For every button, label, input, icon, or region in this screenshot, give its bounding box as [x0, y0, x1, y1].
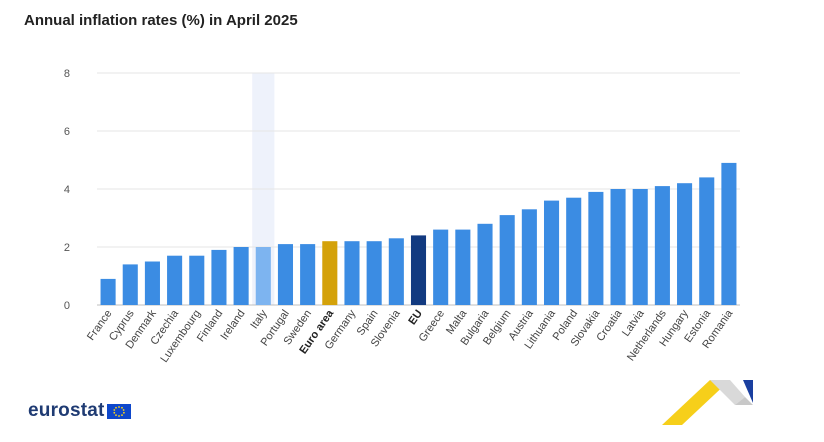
- bar[interactable]: [122, 264, 138, 305]
- bar[interactable]: [322, 241, 338, 305]
- y-tick-label: 6: [64, 126, 70, 138]
- y-tick-label: 0: [64, 300, 70, 312]
- y-tick-label: 2: [64, 242, 70, 254]
- bar[interactable]: [100, 278, 116, 305]
- bar[interactable]: [277, 244, 294, 305]
- y-tick-label: 8: [64, 68, 70, 80]
- bar[interactable]: [588, 191, 604, 305]
- bar[interactable]: [344, 241, 360, 305]
- bar[interactable]: [233, 247, 249, 305]
- bar[interactable]: [654, 186, 670, 305]
- bar[interactable]: [211, 249, 227, 305]
- bar[interactable]: [144, 261, 160, 306]
- bar[interactable]: [610, 189, 626, 305]
- bar[interactable]: [699, 177, 715, 305]
- eurostat-logo[interactable]: eurostat: [28, 400, 131, 422]
- bar[interactable]: [433, 229, 449, 305]
- bar[interactable]: [499, 215, 515, 305]
- bar[interactable]: [255, 247, 271, 305]
- bar[interactable]: [721, 162, 737, 305]
- bar[interactable]: [455, 229, 471, 305]
- bar[interactable]: [189, 255, 205, 305]
- bar[interactable]: [300, 244, 316, 305]
- bar[interactable]: [477, 223, 493, 305]
- x-tick-label: Italy: [248, 307, 270, 331]
- bar[interactable]: [521, 209, 537, 305]
- bar[interactable]: [677, 183, 693, 305]
- eu-flag-icon: [106, 403, 131, 419]
- bar[interactable]: [543, 200, 560, 305]
- bar[interactable]: [410, 235, 427, 305]
- y-tick-label: 4: [64, 184, 70, 196]
- brand-name: eurostat: [28, 400, 105, 421]
- corner-decoration-icon: [662, 380, 753, 425]
- bar[interactable]: [167, 255, 183, 305]
- bar[interactable]: [566, 197, 582, 305]
- bar[interactable]: [632, 189, 648, 305]
- bar[interactable]: [388, 238, 404, 305]
- chart-title: Annual inflation rates (%) in April 2025: [24, 12, 298, 29]
- x-tick-label: EU: [406, 308, 425, 327]
- bar[interactable]: [366, 241, 382, 305]
